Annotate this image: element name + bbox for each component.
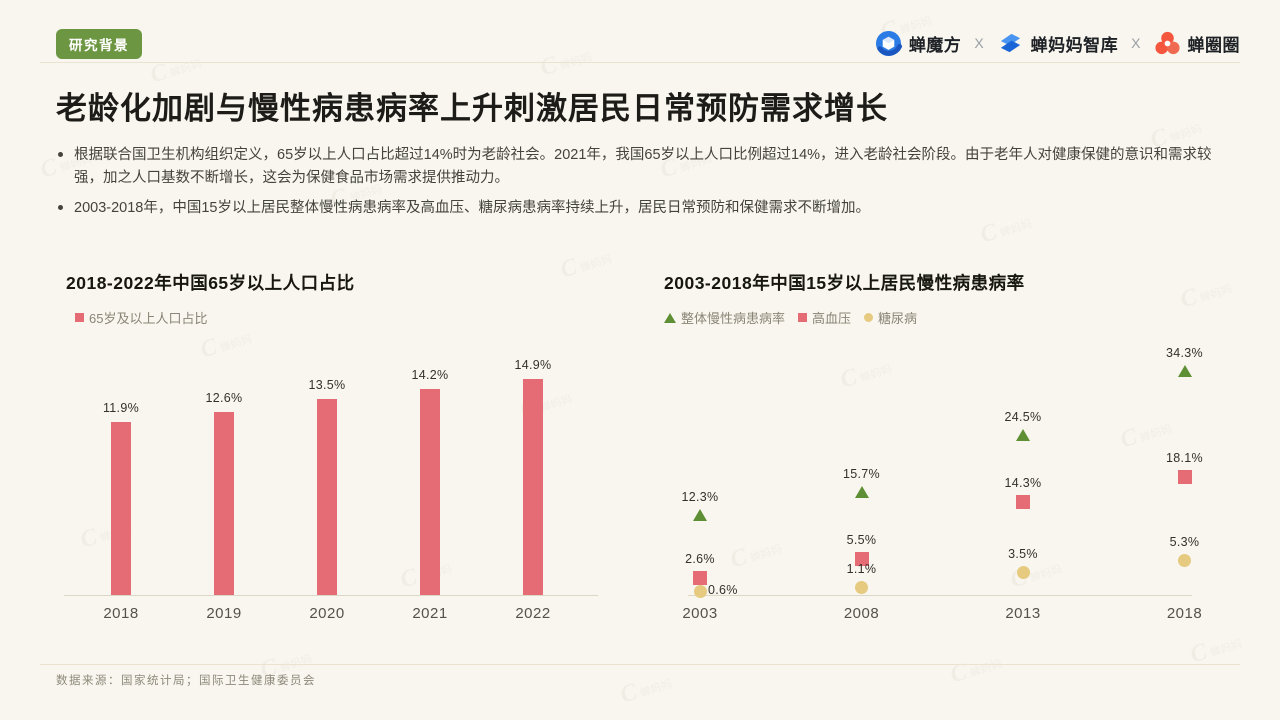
marker-circle [693,584,707,598]
chanmama-zhiku-logo-text: 蝉妈妈智库 [1030,35,1119,55]
footer-divider [40,664,1240,665]
legend-label: 高血压 [812,311,852,326]
logo-separator: X [1131,35,1141,51]
marker-triangle [693,508,707,521]
bar-value-label: 12.6% [205,391,243,405]
point-value-label: 34.3% [1166,346,1203,361]
bullet-item: 根据联合国卫生机构组织定义，65岁以上人口占比超过14%时为老龄社会。2021年… [56,144,1236,190]
x-axis-label: 2003 [682,605,718,622]
chanmama-zhiku-logo-icon [1000,33,1020,52]
page-title: 老龄化加剧与慢性病患病率上升刺激居民日常预防需求增长 [56,91,888,126]
legend-swatch-population [75,313,84,322]
bar [317,399,337,595]
legend-swatch-chronic-triangle [664,312,676,323]
chanquanquan-logo: 蝉圈圈 [1154,30,1241,57]
point-value-label: 5.5% [846,533,877,548]
point-value-label: 14.3% [1004,475,1042,490]
legend-item: 整体慢性病患病率 [664,308,785,327]
bullet-list: 根据联合国卫生机构组织定义，65岁以上人口占比超过14%时为老龄社会。2021年… [56,144,1236,227]
chanmofang-logo-icon [875,30,902,56]
marker-square [1177,469,1192,484]
bar [523,379,543,595]
legend-swatch-hypertension [798,313,808,322]
point-value-label: 15.7% [843,467,880,482]
marker-square [854,552,869,567]
legend-item: 糖尿病 [864,308,917,327]
point-value-label: 12.3% [681,489,719,504]
section-badge: 研究背景 [56,29,142,59]
bar-value-label: 11.9% [102,401,139,415]
marker-square [1016,494,1030,509]
point-value-label: 24.5% [1004,410,1042,424]
population-chart-header: 2018-2022年中国65岁以上人口占比 65岁及以上人口占比 [66,270,642,327]
legend-label: 糖尿病 [878,311,918,326]
marker-triangle [1016,429,1030,441]
chronic-chart-header: 2003-2018年中国15岁以上居民慢性病患病率 整体慢性病患病率 高血压 糖… [664,270,1240,327]
chanmofang-logo: 蝉魔方 [875,30,962,57]
data-source-note: 数据来源：国家统计局；国际卫生健康委员会 [56,675,316,687]
x-axis-line [64,595,598,596]
chronic-scatter-chart: 2003 2008 2013 2018 12.3% 15.7% 24.5% 34.3% 2.6%… [664,340,1240,635]
legend-label: 65岁及以上人口占比 [89,311,208,326]
header-divider [40,62,1240,63]
legend-item: 65岁及以上人口占比 [75,308,207,327]
bullet-dot [58,152,63,157]
watermark: C蝉妈妈 [947,658,1004,689]
point-value-label: 3.5% [1008,546,1038,561]
marker-circle [1178,553,1191,567]
point-value-label: 5.3% [1169,534,1200,549]
chanquanquan-logo-icon [1154,31,1180,54]
legend-item: 高血压 [798,308,851,327]
point-value-label: 18.1% [1166,450,1203,465]
marker-square [693,571,707,586]
header-logos: 蝉魔方 X 蝉妈妈智库 X 蝉圈圈 [875,26,1240,60]
chanquanquan-logo-text: 蝉圈圈 [1187,35,1240,55]
legend-label: 整体慢性病患病率 [681,311,786,326]
x-axis-label: 2013 [1005,605,1041,622]
marker-circle [855,581,868,595]
x-axis-label: 2019 [206,605,242,622]
population-bar-chart: 11.9% 2018 12.6% 2019 13.5% 2020 14.2% 2021 14.9… [64,350,598,635]
chanmama-zhiku-logo: 蝉妈妈智库 [997,30,1119,57]
chanmofang-logo-text: 蝉魔方 [908,35,962,55]
x-axis-label: 2021 [412,605,448,622]
marker-triangle [854,486,869,499]
point-value-label: 2.6% [685,552,715,567]
population-chart-legend: 65岁及以上人口占比 [75,308,642,327]
bar-value-label: 14.2% [411,368,449,382]
bullet-dot [58,204,63,210]
watermark: C蝉妈妈 [617,678,674,709]
logo-separator: X [974,35,984,51]
bar [111,422,131,595]
x-axis-label: 2022 [515,605,551,622]
bar [420,389,440,595]
bullet-item: 2003-2018年，中国15岁以上居民整体慢性病患病率及高血压、糖尿病患病率持… [56,197,1236,220]
x-axis-label: 2020 [309,605,345,622]
legend-swatch-diabetes [864,313,874,322]
x-axis-line [688,595,1192,596]
bullet-text: 根据联合国卫生机构组织定义，65岁以上人口占比超过14%时为老龄社会。2021年… [74,147,1212,186]
point-value-label: 0.6% [708,583,738,598]
x-axis-label: 2018 [103,605,139,622]
chronic-chart-legend: 整体慢性病患病率 高血压 糖尿病 [664,308,1240,327]
chronic-chart-title: 2003-2018年中国15岁以上居民慢性病患病率 [664,273,1025,293]
bullet-text: 2003-2018年，中国15岁以上居民整体慢性病患病率及高血压、糖尿病患病率持… [74,199,870,216]
x-axis-label: 2018 [1166,605,1203,622]
x-axis-label: 2008 [843,605,880,622]
bar [214,412,234,595]
bar-value-label: 14.9% [514,358,552,372]
population-chart-title: 2018-2022年中国65岁以上人口占比 [66,273,355,293]
point-value-label: 1.1% [846,562,877,577]
bar-value-label: 13.5% [308,378,346,392]
marker-triangle [1177,365,1192,378]
marker-circle [1016,565,1030,579]
